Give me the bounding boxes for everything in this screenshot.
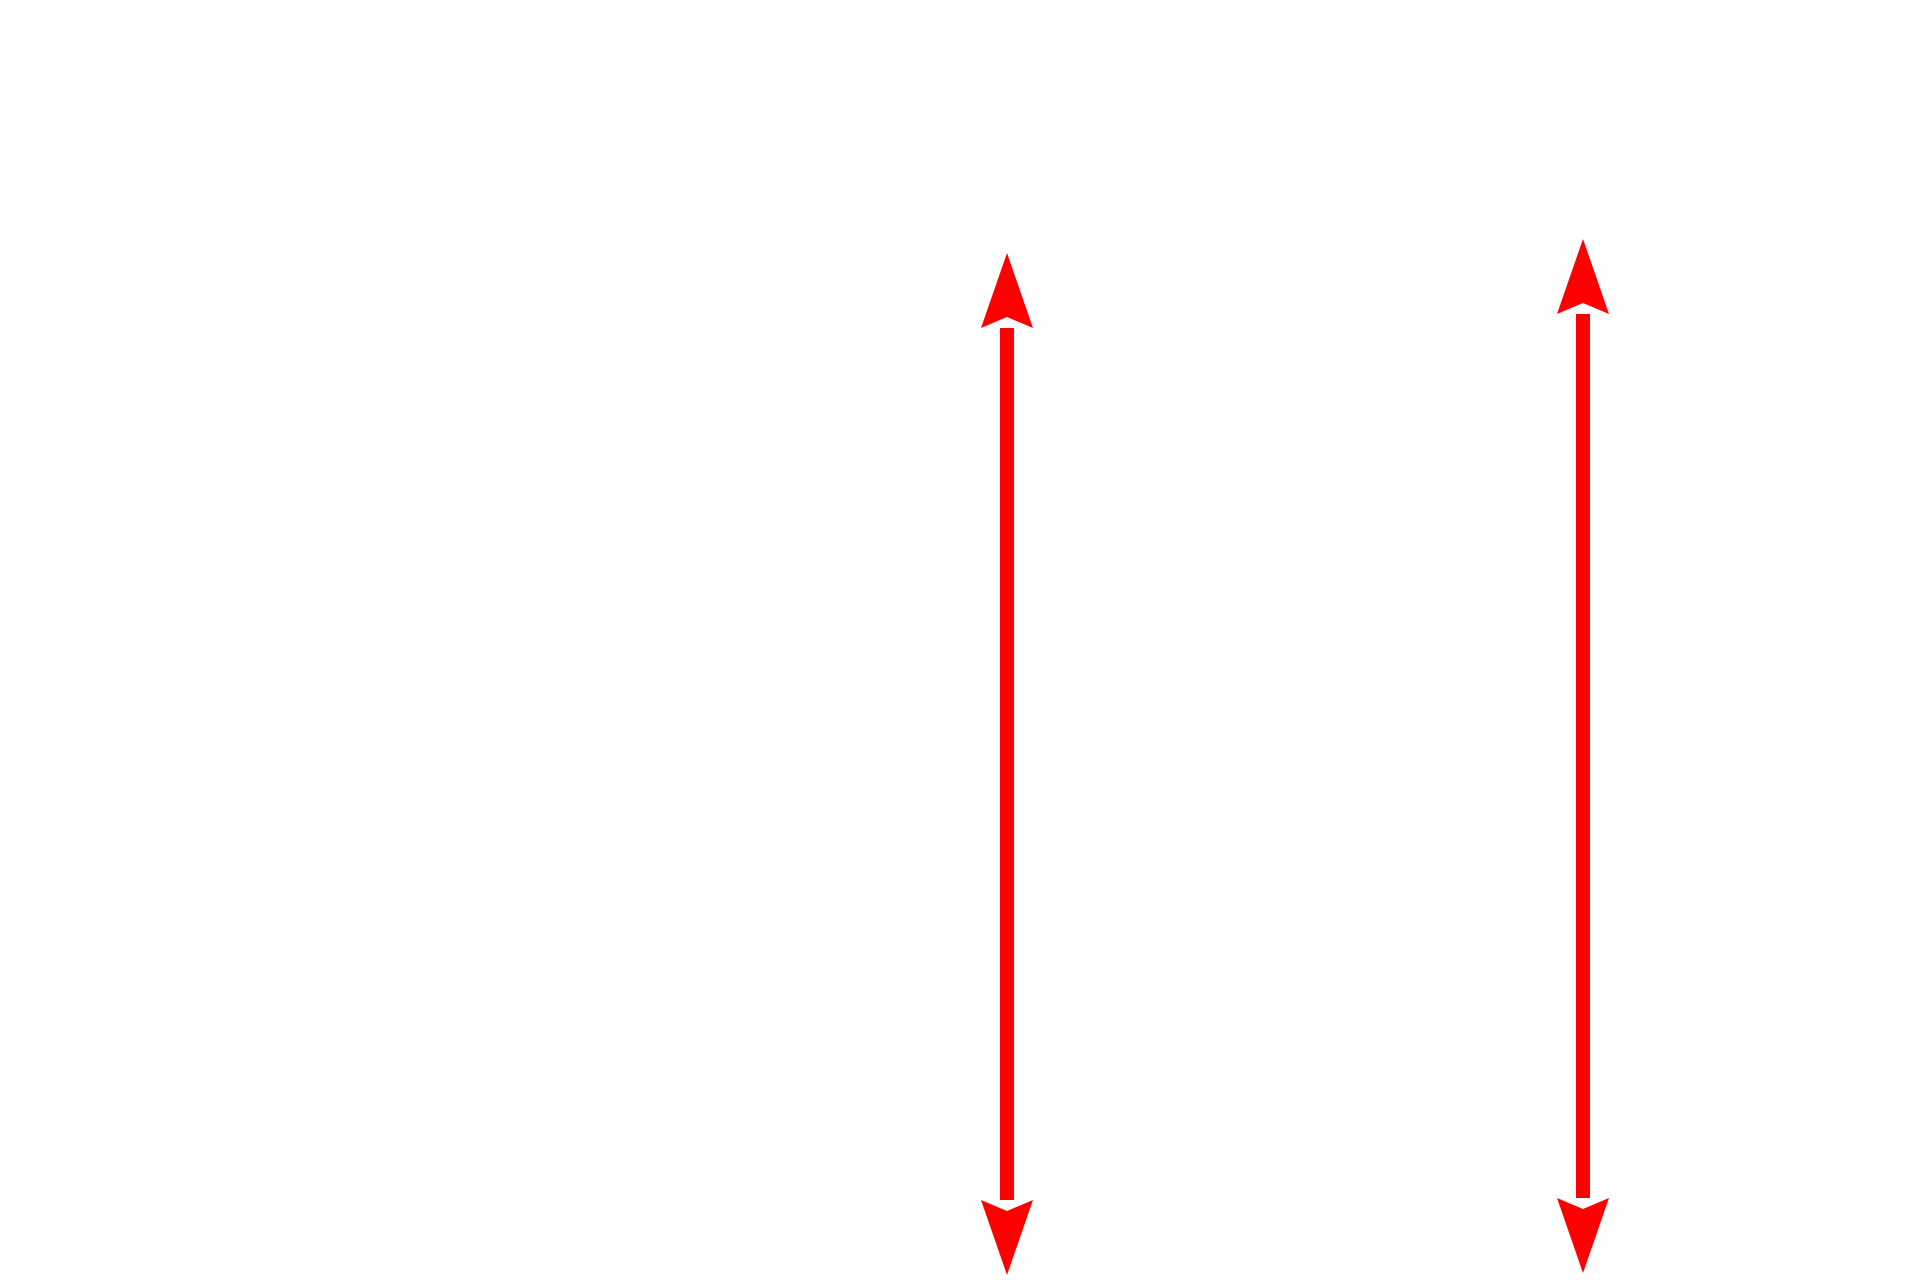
double-arrow-right — [1557, 239, 1609, 1273]
double-arrow-left — [981, 253, 1033, 1275]
arrowhead-down-icon — [1557, 1198, 1609, 1273]
arrowhead-up-icon — [981, 253, 1033, 328]
arrowhead-down-icon — [981, 1200, 1033, 1275]
arrow-shaft — [1000, 328, 1014, 1200]
arrow-shaft — [1576, 314, 1590, 1198]
arrowhead-up-icon — [1557, 239, 1609, 314]
